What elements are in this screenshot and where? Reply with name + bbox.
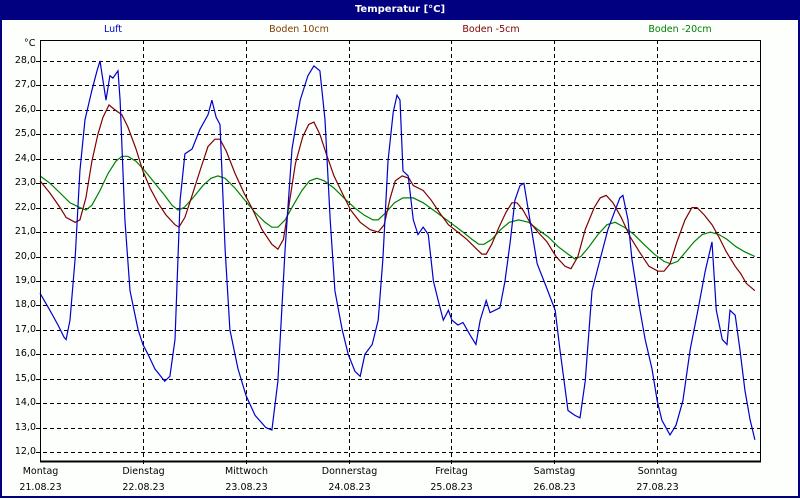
series-line-luft bbox=[39, 60, 756, 440]
x-day-label: Donnerstag bbox=[321, 466, 378, 477]
x-day-label: Freitag bbox=[435, 466, 468, 477]
legend-item: Boden -20cm bbox=[648, 24, 712, 35]
y-tick-label: 19,0 bbox=[14, 274, 36, 286]
y-tick-label: 18,0 bbox=[14, 298, 36, 310]
legend-item: Boden -5cm bbox=[462, 24, 520, 35]
legend-item: Boden 10cm bbox=[269, 24, 329, 35]
legend-item: Luft bbox=[103, 24, 123, 35]
y-tick-label: 22,0 bbox=[14, 201, 36, 213]
x-day-label: Montag bbox=[22, 466, 59, 477]
y-tick-label: 17,0 bbox=[14, 323, 36, 335]
y-tick-label: 23,0 bbox=[14, 176, 36, 188]
y-tick-label: 21,0 bbox=[14, 225, 36, 237]
x-date-label: 26.08.23 bbox=[533, 482, 576, 493]
x-date-label: 25.08.23 bbox=[430, 482, 473, 493]
y-axis-unit: °C bbox=[24, 38, 36, 49]
x-date-label: 21.08.23 bbox=[19, 482, 62, 493]
x-day-label: Dienstag bbox=[122, 466, 165, 477]
x-date-label: 24.08.23 bbox=[328, 482, 371, 493]
y-tick-label: 24,0 bbox=[14, 152, 36, 164]
x-date-label: 22.08.23 bbox=[122, 482, 165, 493]
y-tick-label: 12,0 bbox=[14, 445, 36, 457]
grid-lines bbox=[36, 40, 760, 466]
y-tick-label: 26,0 bbox=[14, 103, 36, 115]
y-tick-label: 25,0 bbox=[14, 127, 36, 139]
x-day-label: Sonntag bbox=[637, 466, 678, 477]
y-tick-label: 16,0 bbox=[14, 347, 36, 359]
y-tick-label: 13,0 bbox=[14, 421, 36, 433]
x-date-label: 23.08.23 bbox=[225, 482, 268, 493]
x-date-label: 27.08.23 bbox=[636, 482, 679, 493]
y-tick-label: 14,0 bbox=[14, 396, 36, 408]
y-tick-label: 28,0 bbox=[14, 54, 36, 66]
series-line-boden-5cm bbox=[39, 104, 756, 292]
title-bar: Temperatur [°C] bbox=[0, 0, 800, 20]
y-tick-label: 27,0 bbox=[14, 78, 36, 90]
series-line-boden-20cm bbox=[39, 155, 756, 265]
y-tick-label: 20,0 bbox=[14, 250, 36, 262]
data-series bbox=[39, 60, 756, 440]
y-tick-label: 15,0 bbox=[14, 372, 36, 384]
x-day-label: Samstag bbox=[533, 466, 576, 477]
x-day-label: Mittwoch bbox=[224, 466, 269, 477]
